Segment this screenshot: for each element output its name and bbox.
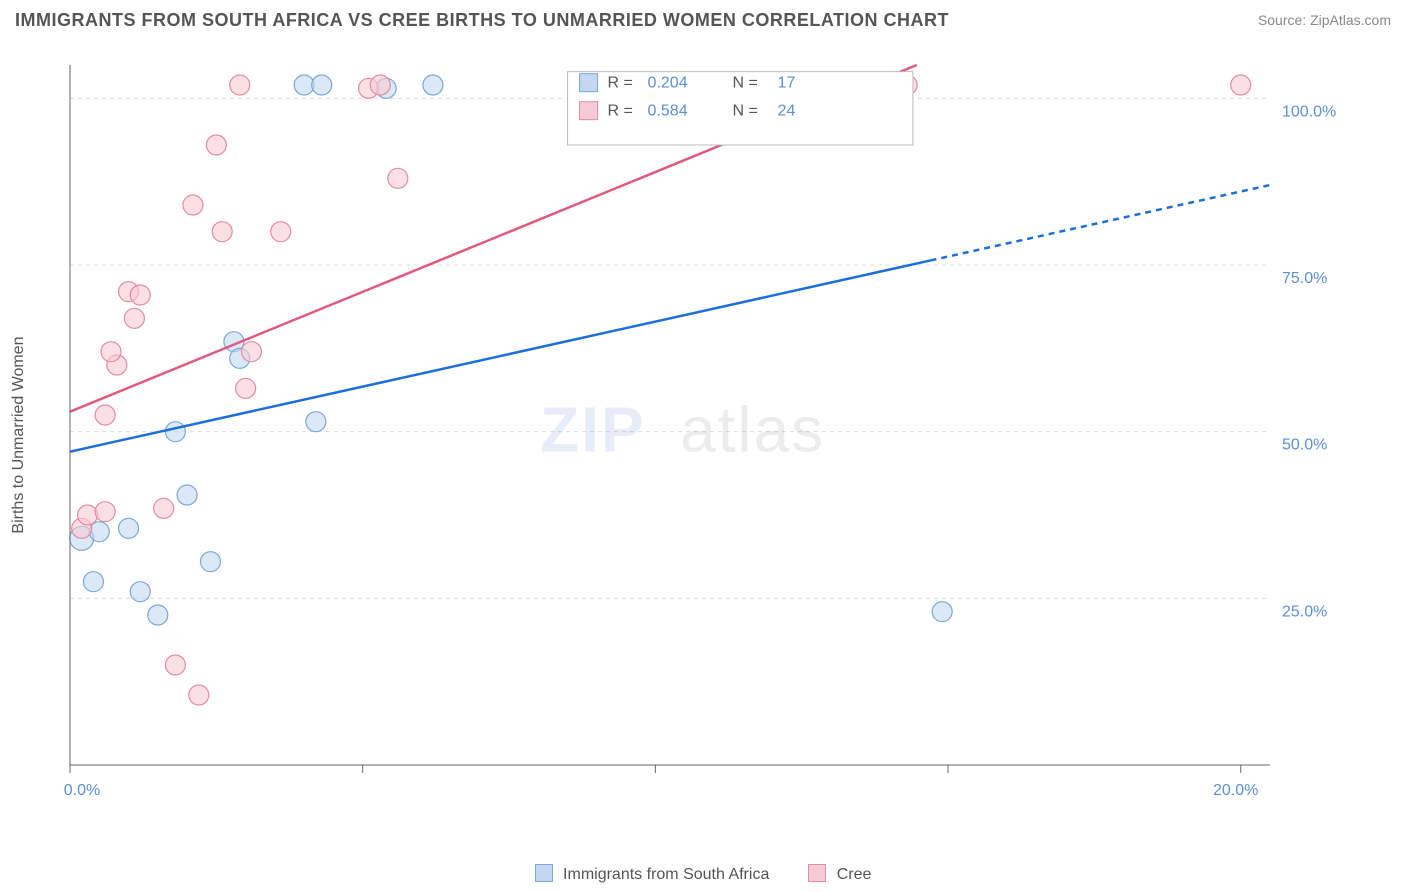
watermark: ZIP	[540, 394, 646, 466]
legend-top-swatch-series-1	[580, 102, 598, 120]
scatter-point-series-0	[165, 422, 185, 442]
legend-r-label: R =	[608, 103, 633, 120]
legend-r-label: R =	[608, 75, 633, 92]
scatter-point-series-0	[306, 412, 326, 432]
x-tick-label: 0.0%	[64, 782, 100, 799]
legend-swatch-series-1	[808, 864, 826, 882]
legend-n-value-series-1: 24	[778, 103, 796, 120]
y-axis-label: Births to Unmarried Women	[10, 50, 40, 820]
scatter-point-series-0	[119, 518, 139, 538]
plot-svg: ZIP atlas 0.0% 20.0% 25.0% 50.0% 75.0% 100.0% R …	[60, 50, 1350, 820]
chart-container: IMMIGRANTS FROM SOUTH AFRICA VS CREE BIR…	[0, 0, 1406, 892]
scatter-point-series-1	[212, 222, 232, 242]
plot-area: ZIP atlas 0.0% 20.0% 25.0% 50.0% 75.0% 100.0% R …	[60, 50, 1350, 820]
y-tick-label: 50.0%	[1282, 437, 1327, 454]
scatter-point-series-0	[148, 605, 168, 625]
watermark: atlas	[680, 394, 825, 466]
scatter-point-series-1	[124, 308, 144, 328]
scatter-point-series-0	[89, 522, 109, 542]
legend-r-value-series-1: 0.584	[648, 103, 688, 120]
scatter-point-series-1	[388, 168, 408, 188]
y-tick-label: 100.0%	[1282, 103, 1336, 120]
scatter-point-series-0	[177, 485, 197, 505]
scatter-point-series-1	[154, 498, 174, 518]
trendline-dashed-series-0	[930, 185, 1270, 260]
scatter-point-series-1	[101, 342, 121, 362]
source-label: Source: ZipAtlas.com	[1258, 12, 1391, 28]
scatter-point-series-1	[130, 285, 150, 305]
legend-n-value-series-0: 17	[778, 75, 796, 92]
scatter-point-series-1	[183, 195, 203, 215]
scatter-point-series-1	[206, 135, 226, 155]
y-tick-label: 75.0%	[1282, 270, 1327, 287]
scatter-point-series-1	[95, 405, 115, 425]
x-tick-label: 20.0%	[1213, 782, 1258, 799]
legend-n-label: N =	[733, 103, 758, 120]
legend-label-series-1: Cree	[837, 866, 872, 883]
scatter-point-series-1	[78, 505, 98, 525]
scatter-point-series-1	[95, 502, 115, 522]
scatter-point-series-0	[932, 602, 952, 622]
scatter-point-series-0	[312, 75, 332, 95]
scatter-point-series-1	[241, 342, 261, 362]
legend-swatch-series-0	[535, 864, 553, 882]
scatter-point-series-1	[236, 378, 256, 398]
scatter-point-series-1	[370, 75, 390, 95]
legend-label-series-0: Immigrants from South Africa	[563, 866, 769, 883]
scatter-point-series-0	[200, 552, 220, 572]
scatter-point-series-1	[189, 685, 209, 705]
scatter-point-series-1	[271, 222, 291, 242]
legend-bottom: Immigrants from South Africa Cree	[0, 864, 1406, 884]
chart-title: IMMIGRANTS FROM SOUTH AFRICA VS CREE BIR…	[15, 10, 949, 31]
title-bar: IMMIGRANTS FROM SOUTH AFRICA VS CREE BIR…	[0, 10, 1406, 40]
scatter-point-series-1	[1231, 75, 1251, 95]
legend-r-value-series-0: 0.204	[648, 75, 688, 92]
scatter-point-series-0	[423, 75, 443, 95]
scatter-point-series-0	[130, 582, 150, 602]
scatter-point-series-0	[83, 572, 103, 592]
scatter-point-series-1	[230, 75, 250, 95]
legend-top-swatch-series-0	[580, 74, 598, 92]
scatter-point-series-1	[165, 655, 185, 675]
y-tick-label: 25.0%	[1282, 603, 1327, 620]
legend-n-label: N =	[733, 75, 758, 92]
